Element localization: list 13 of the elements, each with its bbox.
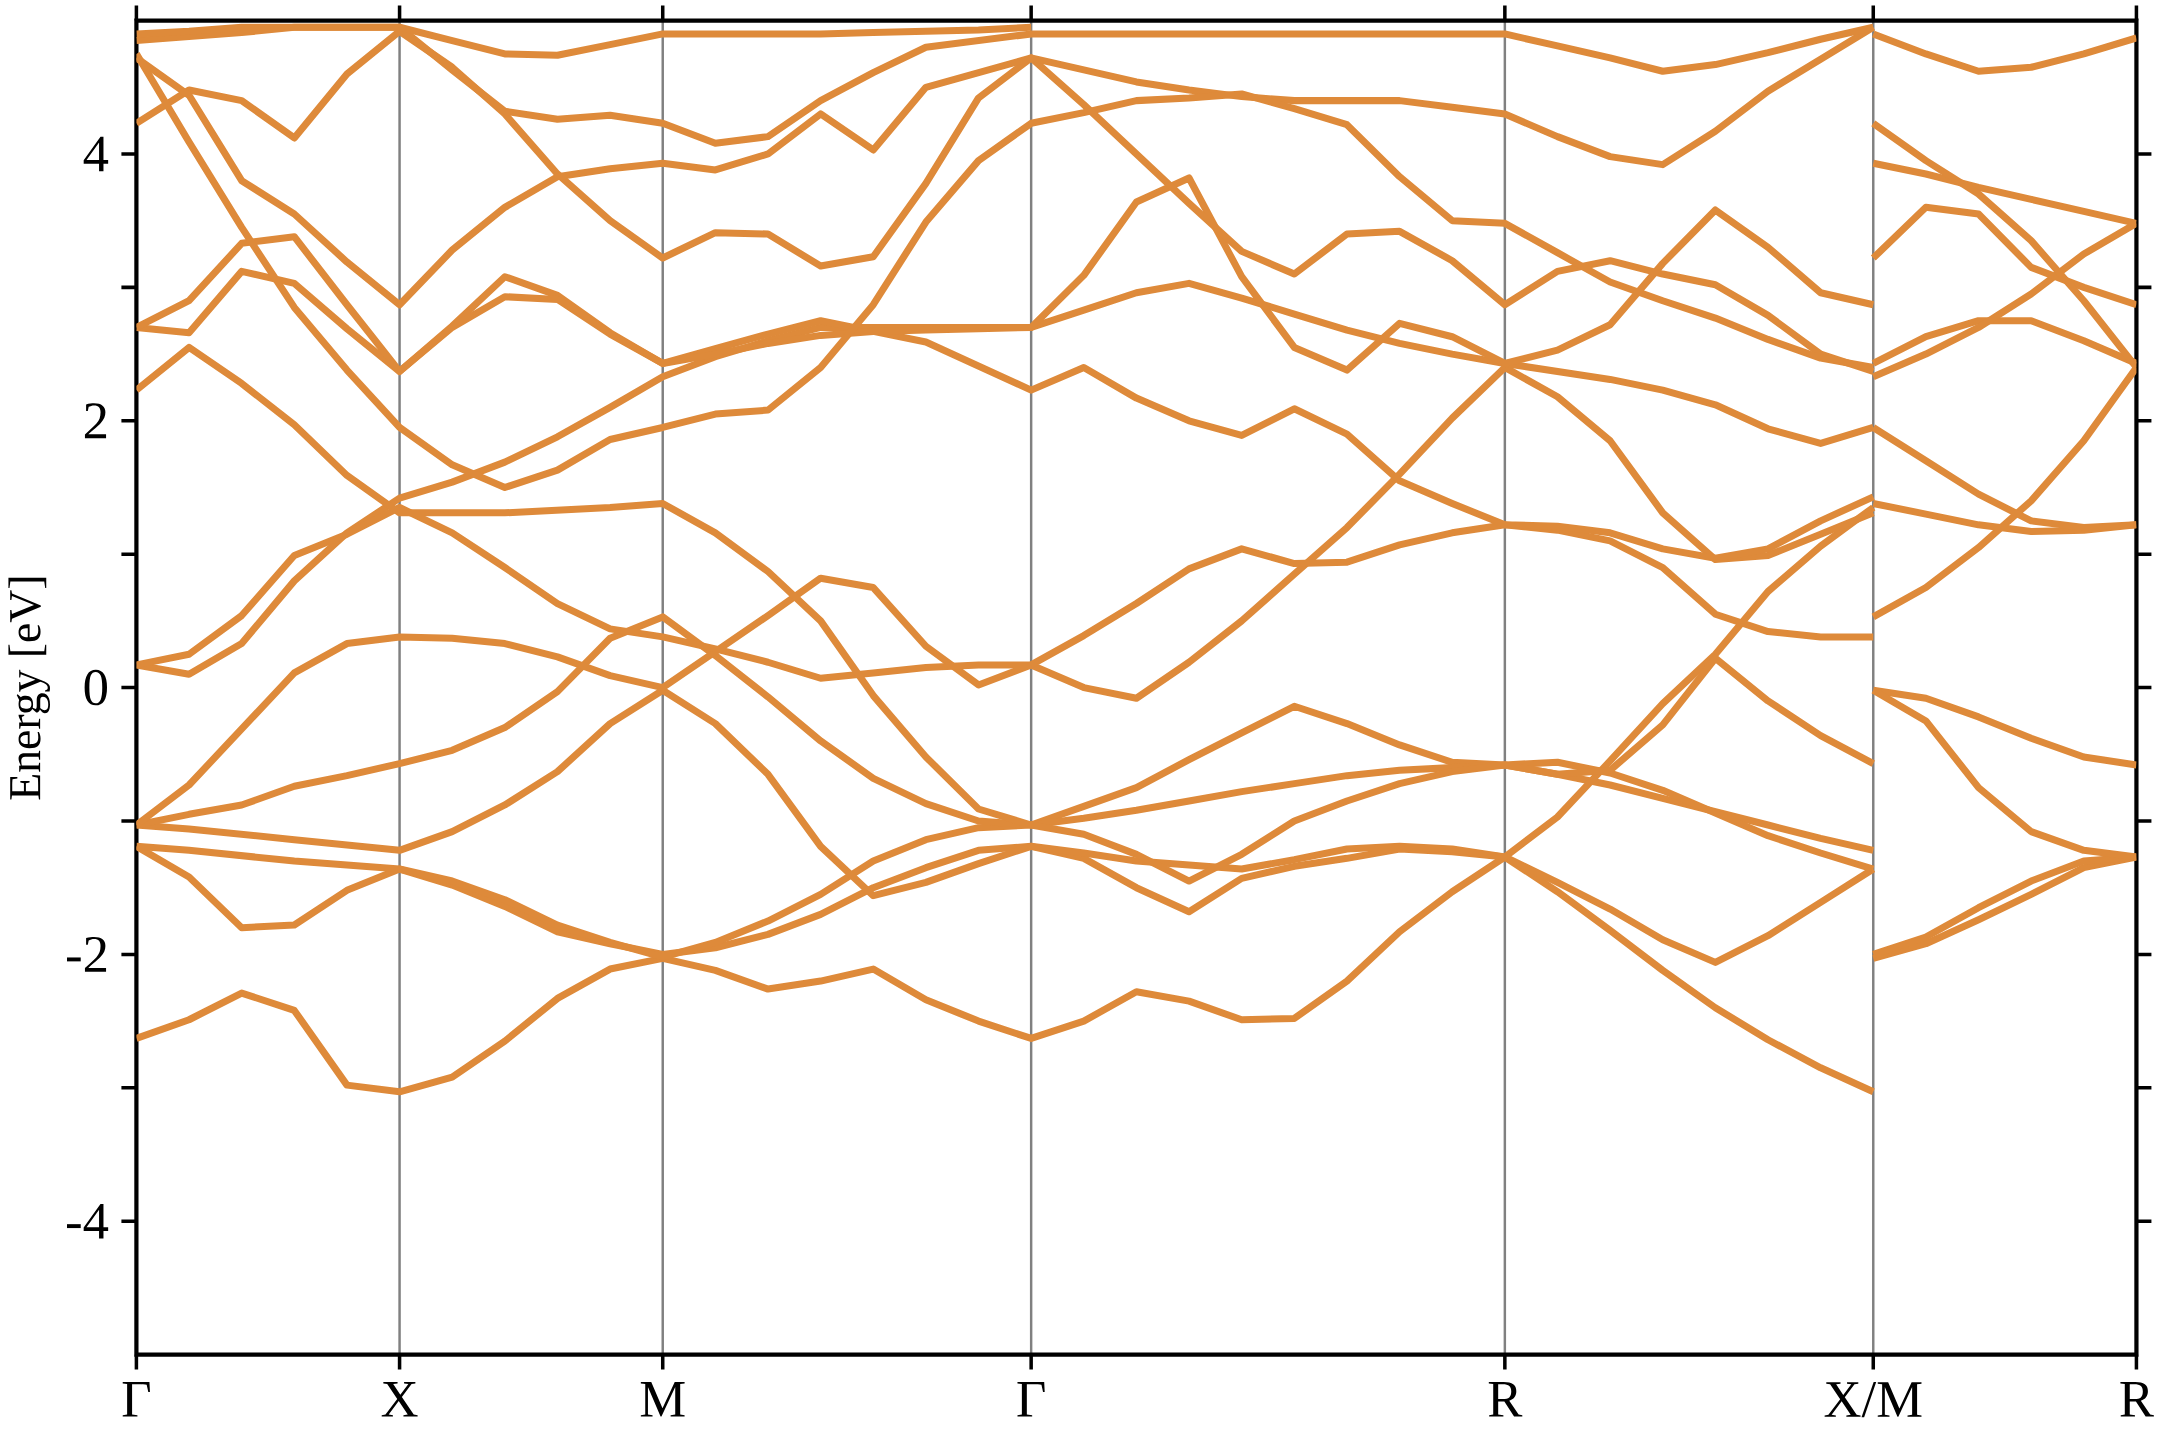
y-tick-label: 4 [83,136,109,172]
x-tick-label: Γ [122,1382,150,1417]
y-tick-label: 0 [84,669,107,706]
y-axis-title: Energy [eV] [8,577,50,800]
x-tick-label: X/M [1824,1382,1922,1418]
x-tick-label: M [640,1382,685,1417]
y-tick-label: -2 [67,936,107,972]
x-tick-label: R [1488,1382,1523,1417]
x-tick-label: Γ [1017,1382,1045,1417]
y-tick-label: 2 [84,403,107,439]
y-tick-label: -4 [67,1203,109,1239]
x-tick-label: X [381,1382,418,1417]
x-tick-label: R [2120,1382,2154,1417]
